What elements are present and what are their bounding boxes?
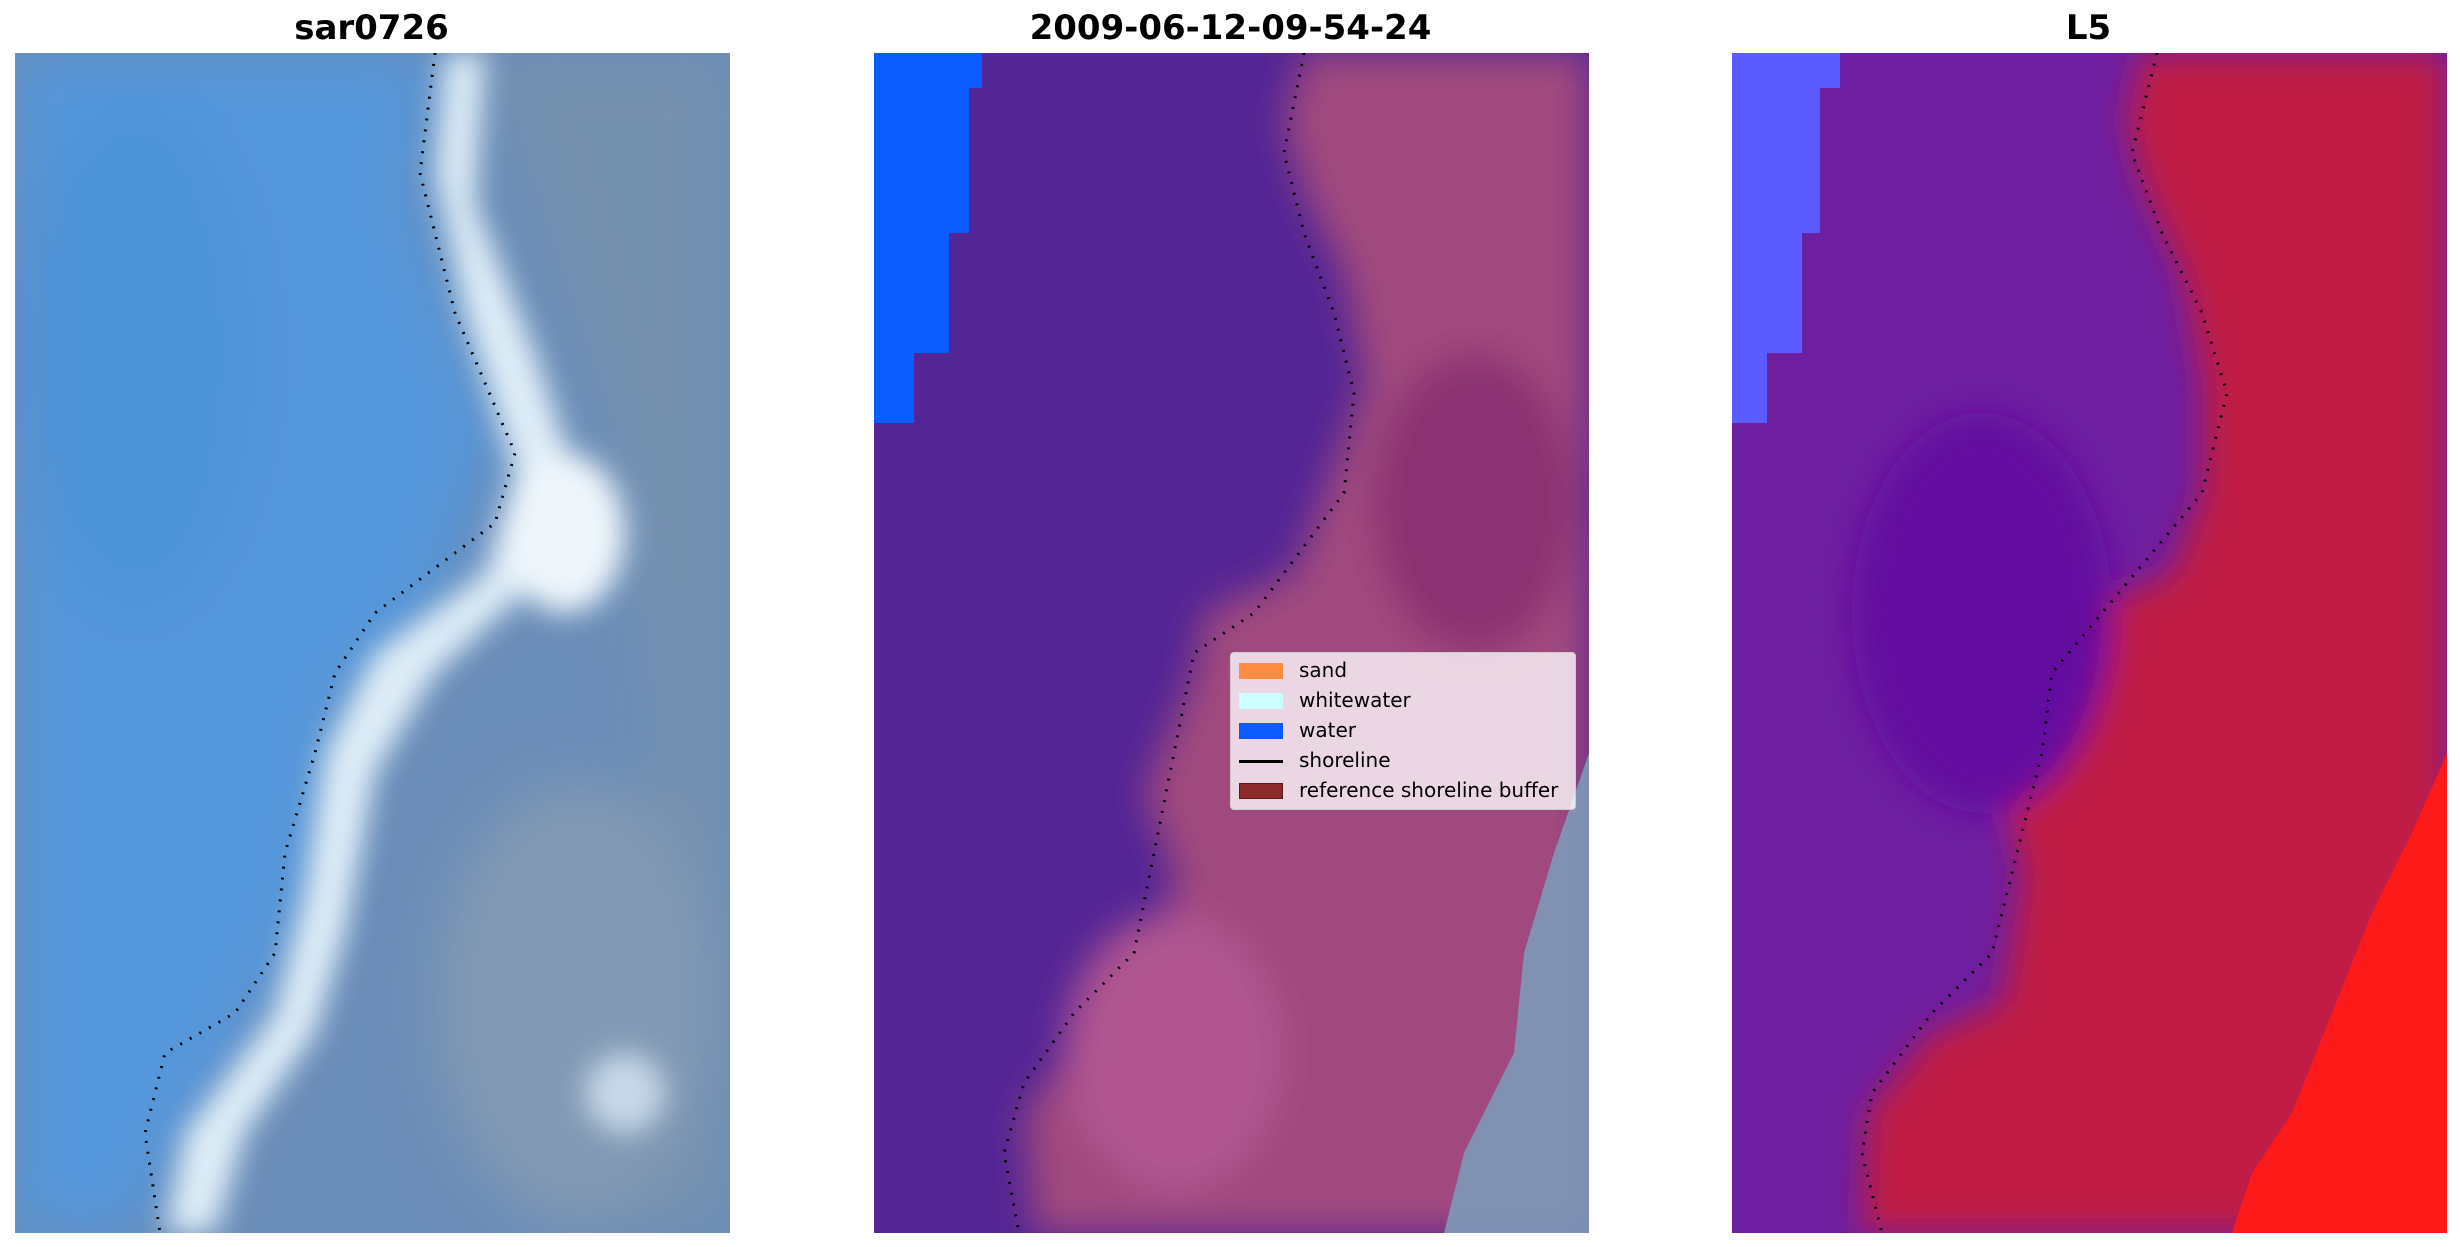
panel-title-classification: 2009-06-12-09-54-24: [1029, 8, 1432, 48]
legend-item-shoreline: shoreline: [1231, 746, 1575, 776]
shoreline-dotted: [1002, 53, 1356, 1233]
rgb-image: [15, 53, 730, 1233]
water-edge-region: [874, 53, 982, 423]
sand-swatch: [1239, 663, 1283, 679]
panel-title-mndwi: L5: [2065, 8, 2112, 48]
mndwi-water-edge: [1732, 53, 1840, 423]
legend-label: water: [1299, 718, 1356, 742]
legend-item-water: water: [1231, 716, 1575, 746]
mndwi-image: [1732, 53, 2447, 1233]
classification-panel: [874, 53, 1589, 1233]
whitewater-band: [165, 53, 665, 1233]
legend-item-sand: sand: [1231, 656, 1575, 686]
reference-buffer-swatch: [1239, 783, 1283, 799]
panel-title-rgb: sar0726: [294, 8, 449, 48]
rgb-image-panel: [15, 53, 730, 1233]
mndwi-high-region: [2232, 753, 2447, 1233]
legend-label: shoreline: [1299, 748, 1391, 772]
whitewater-swatch: [1239, 693, 1283, 709]
classification-image: [874, 53, 1589, 1233]
water-swatch: [1239, 723, 1283, 739]
land-foam-patch: [1444, 753, 1589, 1233]
mndwi-panel: [1732, 53, 2447, 1233]
legend: sand whitewater water shoreline referenc…: [1230, 652, 1576, 810]
legend-item-whitewater: whitewater: [1231, 686, 1575, 716]
legend-label: sand: [1299, 658, 1348, 682]
legend-item-reference-buffer: reference shoreline buffer: [1231, 776, 1575, 806]
legend-label: reference shoreline buffer: [1299, 778, 1559, 802]
shoreline-line-swatch: [1239, 760, 1283, 763]
legend-label: whitewater: [1299, 688, 1411, 712]
